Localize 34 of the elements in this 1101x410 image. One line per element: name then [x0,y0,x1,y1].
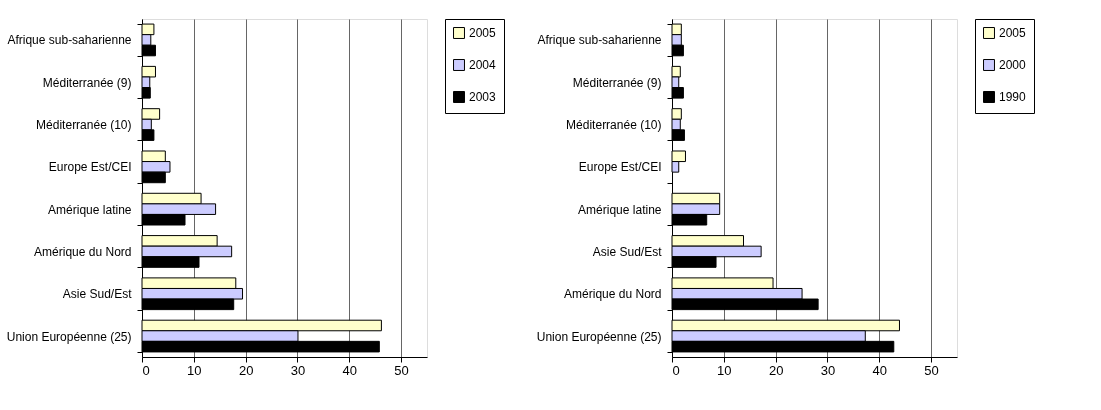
legend-label: 1990 [999,90,1027,104]
x-tick-label: 20 [238,362,254,378]
y-tick-label: Amérique latine [48,202,132,217]
legend-label: 2005 [999,26,1027,40]
y-tick-label: Afrique sub-saharienne [537,33,662,48]
x-tick-label: 0 [142,362,150,378]
y-tick-label: Union Européenne (25) [536,329,662,344]
y-tick-label: Asie Sud/Est [62,287,133,302]
x-tick-label: 40 [342,362,358,378]
x-tick-label: 50 [924,362,939,378]
y-tick-label: Méditerranée (10) [36,118,132,133]
y-tick-label: Méditerranée (9) [42,75,132,90]
x-tick-label: 30 [820,362,836,378]
legend-label: 2003 [469,90,497,104]
x-tick-label: 30 [290,362,306,378]
y-tick-label: Europe Est/CEI [48,160,132,175]
y-tick-label: Amérique latine [578,202,662,217]
y-tick-label: Afrique sub-saharienne [7,33,132,48]
legend-label: 2004 [469,58,497,72]
y-tick-label: Union Européenne (25) [6,329,132,344]
x-tick-label: 10 [187,362,202,378]
legend-label: 2000 [999,58,1027,72]
x-tick-label: 0 [672,362,680,378]
y-tick-label: Méditerranée (9) [572,75,662,90]
y-tick-label: Amérique du Nord [34,244,132,259]
y-tick-label: Asie Sud/Est [592,244,663,259]
x-tick-label: 20 [768,362,784,378]
x-tick-label: 50 [394,362,409,378]
legend-label: 2005 [469,26,497,40]
y-tick-label: Europe Est/CEI [578,160,662,175]
x-tick-label: 10 [717,362,732,378]
y-tick-label: Méditerranée (10) [566,118,662,133]
x-tick-label: 40 [872,362,888,378]
y-tick-label: Amérique du Nord [564,287,662,302]
